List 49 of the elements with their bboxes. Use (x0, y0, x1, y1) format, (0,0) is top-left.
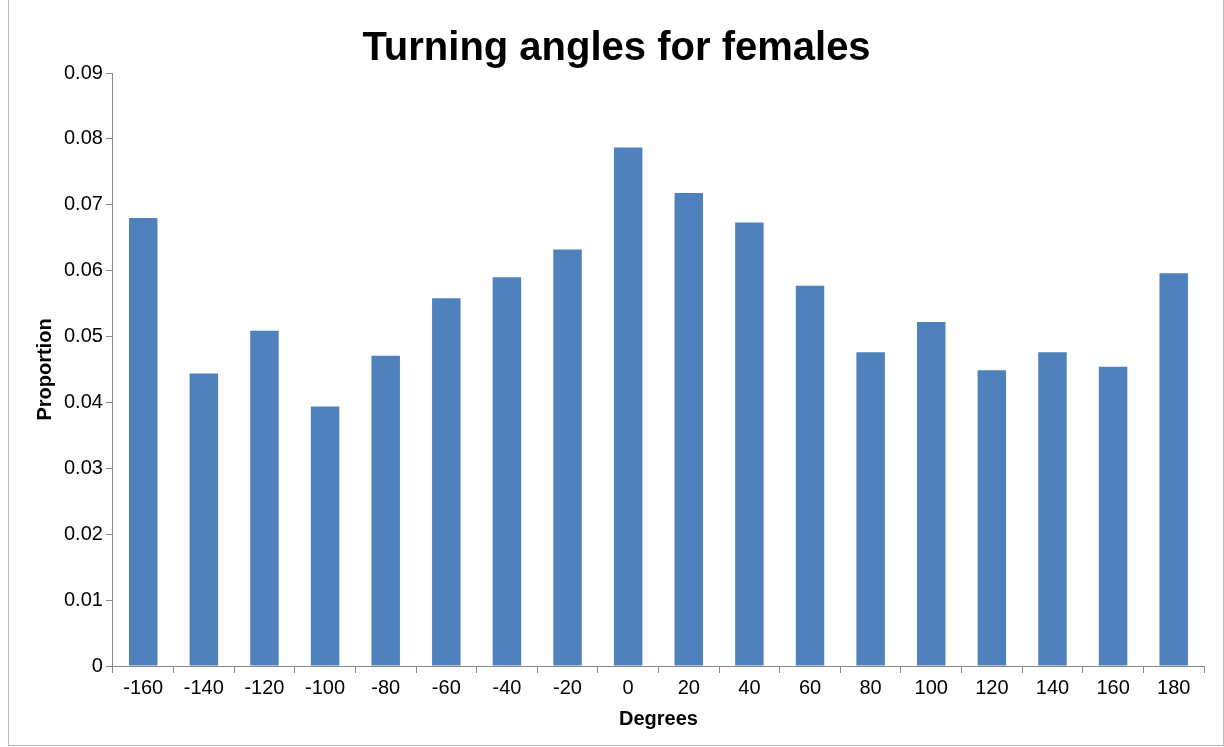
y-tick-label: 0.08 (63, 126, 103, 149)
x-tick-label: 180 (1157, 675, 1191, 698)
x-tick-label: 40 (738, 675, 761, 698)
bar (856, 352, 885, 666)
x-tick-label: -160 (123, 675, 164, 698)
bar (735, 222, 764, 666)
bar (1038, 352, 1067, 666)
x-tick-label: 0 (622, 675, 634, 698)
x-tick-label: -20 (553, 675, 582, 698)
bar (189, 373, 219, 666)
bar (553, 249, 582, 666)
bar (977, 370, 1007, 666)
y-tick-label: 0.07 (63, 192, 103, 215)
x-tick-label: -140 (183, 675, 224, 698)
y-axis-title: Proportion (32, 318, 55, 421)
bar (795, 285, 825, 666)
x-tick-label: -80 (371, 675, 401, 698)
x-tick-label: 100 (914, 675, 948, 698)
x-tick-label: 20 (677, 675, 700, 698)
bar (128, 217, 158, 666)
bar (492, 277, 522, 666)
y-tick-label: 0.02 (63, 521, 103, 544)
bar (371, 355, 400, 666)
x-tick-label: -40 (492, 675, 522, 698)
bar (1159, 273, 1188, 666)
x-tick-label: 80 (859, 675, 882, 698)
x-tick-label: 140 (1035, 675, 1070, 698)
y-tick-label: 0.03 (63, 455, 103, 478)
bar (310, 406, 340, 666)
x-tick-label: 60 (798, 675, 822, 698)
y-tick-label: 0.09 (63, 60, 103, 83)
bar (432, 298, 461, 666)
bar (916, 322, 946, 666)
bar (250, 330, 279, 666)
y-tick-label: 0.05 (63, 324, 103, 347)
y-tick-label: 0.04 (63, 389, 103, 412)
x-tick-label: 160 (1096, 675, 1130, 698)
x-tick-label: -60 (431, 675, 461, 698)
y-tick-label: 0.01 (63, 587, 103, 610)
bar (613, 147, 643, 666)
x-axis-title: Degrees (618, 706, 698, 729)
bar (674, 192, 704, 666)
x-tick-label: -100 (305, 675, 346, 698)
bar (1098, 366, 1128, 666)
chart-title: Turning angles for females (362, 24, 871, 69)
x-tick-label: -120 (244, 675, 285, 698)
x-tick-label: 120 (975, 675, 1009, 698)
y-tick-label: 0 (91, 653, 103, 676)
y-tick-label: 0.06 (63, 258, 103, 281)
